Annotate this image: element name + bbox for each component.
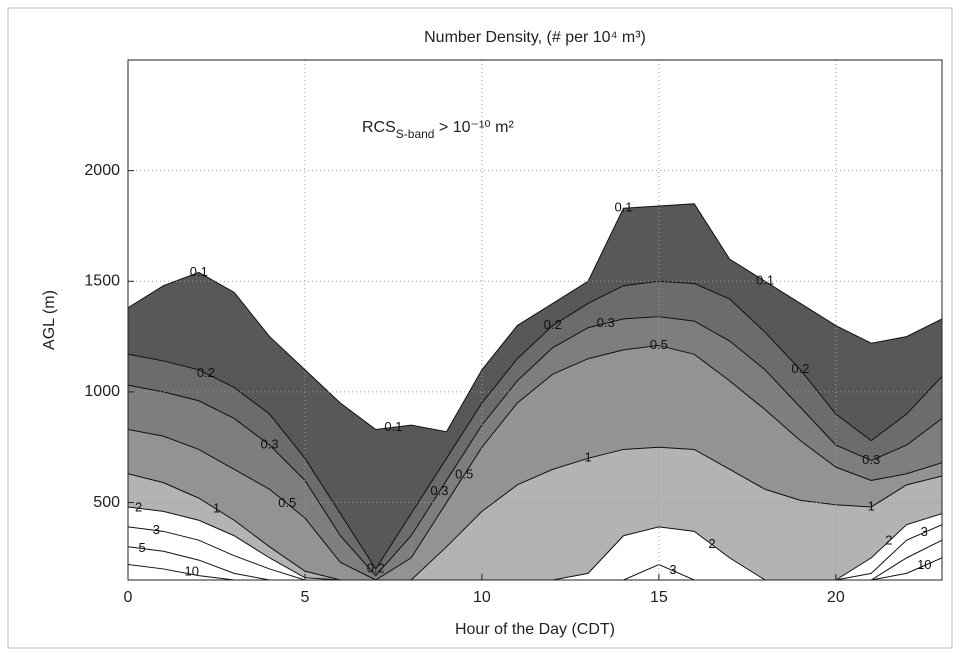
- chart-title: Number Density, (# per 10⁴ m³): [424, 29, 646, 46]
- contour-label: 0.5: [278, 495, 296, 510]
- x-tick-label: 10: [473, 589, 491, 606]
- contour-label: 10: [917, 557, 931, 572]
- contour-label: 1: [868, 498, 875, 513]
- contour-label: 0.2: [791, 361, 809, 376]
- contour-line: [128, 344, 942, 580]
- plot-area: [128, 60, 942, 580]
- axes-box: [127, 59, 943, 581]
- contour-line: [128, 280, 942, 570]
- contour-label: 1: [213, 501, 220, 516]
- contour-label: 0.5: [455, 466, 473, 481]
- y-axis-label: AGL (m): [41, 290, 58, 350]
- contour-line: [128, 316, 942, 577]
- contour-label: 0.1: [614, 200, 632, 215]
- annotation: RCSS-band > 10⁻¹⁰ m²: [362, 119, 514, 141]
- x-tick-label: 5: [301, 589, 310, 606]
- overlay: 0.1 0.1 0.1 0.1 0.2 0.2 0.2 0.2 0.3 0.3 0.3 0.3 0.5 0…: [84, 162, 931, 606]
- x-axis-label: Hour of the Day (CDT): [455, 621, 615, 638]
- contour-label: 0.3: [430, 483, 448, 498]
- annotation-rest: > 10⁻¹⁰ m²: [434, 119, 514, 136]
- contour-label: 3: [921, 524, 928, 539]
- contour-label: 1: [584, 450, 591, 465]
- contour-label: 0.1: [756, 273, 774, 288]
- contour-label: 2: [708, 536, 715, 551]
- annotation-subscript: S-band: [396, 127, 435, 141]
- contour-label: 0.2: [197, 365, 215, 380]
- contour-label: 0.3: [261, 436, 279, 451]
- contour-label: 10: [184, 563, 198, 578]
- contour-label: 0.3: [862, 452, 880, 467]
- y-tick-label: 1500: [84, 272, 120, 289]
- contour-line: [128, 524, 942, 580]
- contour-label: 0.2: [544, 317, 562, 332]
- contour-line: [128, 506, 942, 580]
- contour-line: [128, 539, 942, 580]
- x-tick-label: 0: [124, 589, 133, 606]
- x-tick-label: 15: [650, 589, 668, 606]
- x-tick-label: 20: [827, 589, 845, 606]
- contour-label: 0.3: [597, 315, 615, 330]
- contour-label: 0.5: [650, 337, 668, 352]
- contour-fill: [128, 447, 942, 580]
- contour-label: 0.1: [190, 264, 208, 279]
- annotation-main: RCS: [362, 119, 396, 136]
- y-tick-label: 1000: [84, 383, 120, 400]
- contour-label: 2: [885, 533, 892, 548]
- contour-fill: [128, 557, 942, 580]
- contour-label: 0.1: [384, 419, 402, 434]
- contour-label: 3: [153, 522, 160, 537]
- y-tick-label: 500: [93, 494, 120, 511]
- contour-line: [128, 446, 942, 580]
- contour-fill: [128, 540, 942, 580]
- contour-label: 2: [135, 500, 142, 515]
- contour-label: 3: [669, 562, 676, 577]
- contour-label: 5: [139, 540, 146, 555]
- y-tick-label: 2000: [84, 162, 120, 179]
- contour-label: 0.2: [367, 560, 385, 575]
- contour-line: [128, 203, 942, 433]
